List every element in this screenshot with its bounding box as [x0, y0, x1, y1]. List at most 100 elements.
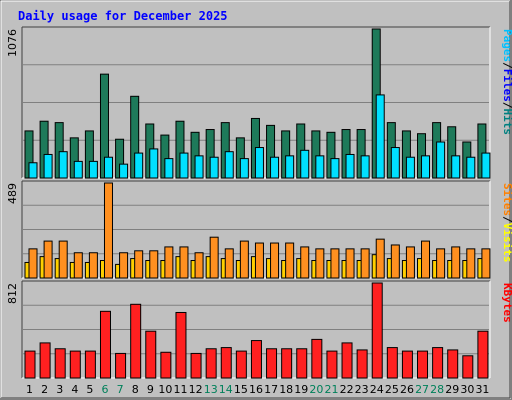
bar-visits — [194, 252, 204, 279]
bar-pages — [405, 156, 415, 179]
bar-visits — [119, 252, 129, 279]
x-axis-day-labels: 1 2 3 4 5 6 7 8 9 10 11 12 13 14 15 16 17 18 19 20 21 22 23 24 2… — [26, 383, 489, 396]
bar-visits — [73, 252, 83, 279]
bar-kbytes — [145, 330, 157, 379]
x-tick-label: 23 — [355, 383, 369, 396]
bar-kbytes — [250, 340, 262, 379]
bar-kbytes — [190, 352, 202, 379]
bar-visits — [209, 236, 219, 279]
bar-pages — [436, 141, 446, 179]
x-tick-label: 14 — [219, 383, 233, 396]
bar-pages — [224, 151, 234, 179]
bar-visits — [481, 248, 491, 279]
bar-pages — [375, 94, 385, 179]
bar-visits — [254, 242, 264, 279]
panel-kbytes: 812 KBytes — [6, 280, 512, 379]
bar-kbytes — [462, 355, 474, 379]
legend-item-files: Files — [501, 69, 512, 102]
bar-pages — [481, 152, 491, 179]
bar-visits — [405, 246, 415, 279]
bar-pages — [73, 160, 83, 179]
bar-visits — [330, 248, 340, 279]
bar-visits — [300, 246, 310, 279]
bar-visits — [360, 248, 370, 279]
bar-pages — [300, 149, 310, 179]
bar-pages — [209, 156, 219, 179]
bar-kbytes — [205, 348, 217, 379]
bar-pages — [315, 155, 325, 179]
bar-pages — [43, 153, 53, 179]
x-tick-label: 6 — [102, 383, 109, 396]
bar-kbytes — [54, 348, 66, 379]
bar-kbytes — [326, 350, 338, 379]
bar-pages — [345, 153, 355, 179]
bar-kbytes — [432, 347, 444, 379]
bar-visits — [28, 248, 38, 279]
x-tick-label: 29 — [445, 383, 459, 396]
axis-max-label: 812 — [6, 283, 19, 304]
x-tick-label: 12 — [189, 383, 203, 396]
bar-pages — [451, 155, 461, 179]
bar-visits — [239, 240, 249, 279]
legend-separator: / — [501, 216, 512, 223]
bar-kbytes — [130, 303, 142, 379]
x-tick-label: 28 — [430, 383, 444, 396]
bar-kbytes — [417, 350, 429, 379]
bar-visits — [345, 248, 355, 279]
bar-visits — [149, 250, 159, 279]
bar-kbytes — [115, 352, 127, 379]
x-tick-label: 15 — [234, 383, 248, 396]
bar-pages — [270, 156, 280, 179]
bar-kbytes — [235, 350, 247, 379]
bar-pages — [149, 148, 159, 179]
bar-pages — [103, 156, 113, 179]
legend: Sites/Visits — [501, 183, 512, 263]
bar-pages — [88, 160, 98, 179]
bar-pages — [58, 151, 68, 179]
x-tick-label: 7 — [117, 383, 124, 396]
bar-kbytes — [281, 348, 293, 379]
legend-separator: / — [501, 62, 512, 69]
bar-pages — [194, 155, 204, 179]
x-tick-label: 13 — [204, 383, 218, 396]
bar-pages — [239, 158, 249, 179]
x-tick-label: 24 — [370, 383, 384, 396]
axis-max-label: 489 — [6, 183, 19, 204]
x-tick-label: 10 — [158, 383, 172, 396]
bar-pages — [164, 158, 174, 179]
bar-kbytes — [99, 310, 111, 379]
bar-kbytes — [356, 349, 368, 379]
bar-kbytes — [447, 349, 459, 379]
bar-pages — [421, 155, 431, 179]
bar-visits — [179, 246, 189, 279]
bar-visits — [58, 240, 68, 279]
bar-visits — [134, 250, 144, 279]
x-tick-label: 11 — [174, 383, 188, 396]
x-tick-label: 4 — [71, 383, 78, 396]
bar-pages — [179, 152, 189, 179]
x-tick-label: 31 — [475, 383, 489, 396]
bar-visits — [375, 238, 385, 279]
legend-item-sites: Sites — [501, 183, 512, 216]
bar-kbytes — [311, 338, 323, 379]
bar-visits — [43, 240, 53, 279]
bar-kbytes — [84, 350, 96, 379]
bar-visits — [164, 246, 174, 279]
bar-visits — [103, 182, 113, 279]
bar-kbytes — [401, 350, 413, 379]
legend-item-hits: Hits — [501, 109, 512, 136]
panel-visits-sites: 489 Sites/Visits — [6, 180, 512, 279]
bar-visits — [88, 252, 98, 279]
x-tick-label: 1 — [26, 383, 33, 396]
x-tick-label: 22 — [340, 383, 354, 396]
bar-pages — [285, 155, 295, 179]
bar-visits — [315, 248, 325, 279]
bar-pages — [360, 155, 370, 179]
bar-visits — [285, 242, 295, 279]
legend-item-kbytes: KBytes — [501, 283, 512, 323]
x-tick-label: 20 — [309, 383, 323, 396]
legend: KBytes — [501, 283, 512, 323]
legend-separator: / — [501, 102, 512, 109]
x-tick-label: 21 — [324, 383, 338, 396]
